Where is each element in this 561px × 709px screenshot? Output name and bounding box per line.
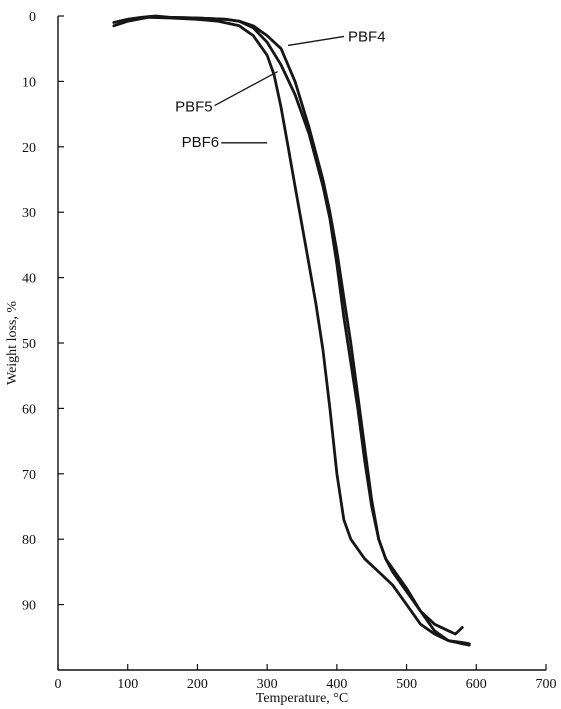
y-tick-label: 20: [22, 141, 36, 156]
y-tick-label: 10: [22, 75, 36, 90]
series-line-pbf4: [112, 14, 464, 636]
ticks: 0 100 200 300 400 500 600 700 0 10 20 30 40 50 60 70 80 9…: [22, 10, 557, 692]
x-tick-label: 500: [396, 677, 417, 692]
y-tick-label: 60: [22, 402, 36, 417]
leader-line: [287, 35, 345, 47]
series-line-pbf5: [119, 15, 471, 647]
y-tick-label: 80: [22, 533, 36, 548]
x-axis-title: Temperature, °C: [256, 691, 348, 706]
y-tick-label: 40: [22, 272, 36, 287]
y-tick-label: 30: [22, 206, 36, 221]
x-tick-label: 400: [326, 677, 347, 692]
x-tick-label: 100: [117, 677, 138, 692]
y-axis-title: Weight loss, %: [5, 301, 20, 385]
x-tick-label: 200: [187, 677, 208, 692]
series-label: PBF5: [175, 99, 213, 116]
x-tick-label: 600: [466, 677, 487, 692]
series-label: PBF4: [348, 28, 386, 45]
x-tick-label: 300: [257, 677, 278, 692]
y-tick-label: 50: [22, 337, 36, 352]
series-labels: PBF4 PBF5 PBF6: [175, 28, 385, 150]
y-tick-label: 0: [29, 10, 36, 25]
series-line-pbf6: [112, 15, 471, 646]
y-tick-label: 90: [22, 599, 36, 614]
leader-line: [214, 71, 278, 107]
curves: [112, 14, 471, 647]
series-label: PBF6: [182, 134, 220, 151]
x-tick-label: 700: [536, 677, 557, 692]
x-tick-label: 0: [55, 677, 62, 692]
y-tick-label: 70: [22, 468, 36, 483]
